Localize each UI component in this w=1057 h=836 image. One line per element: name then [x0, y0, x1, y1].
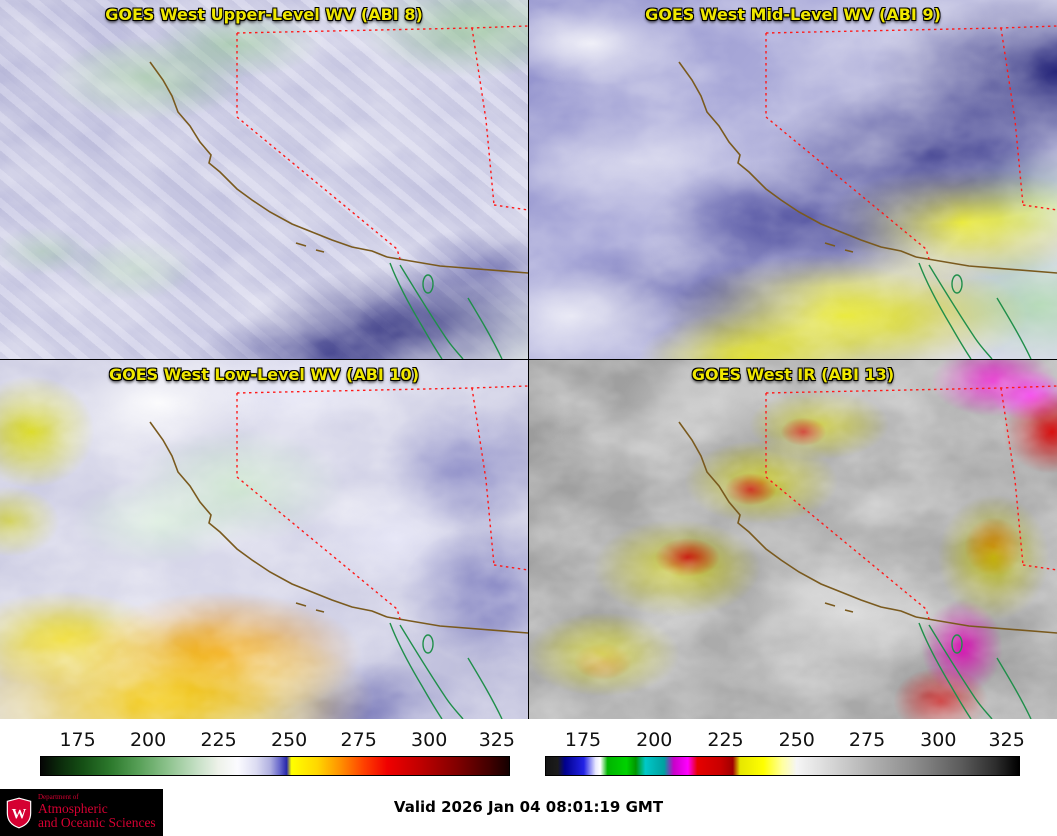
map-overlay: [678, 385, 1057, 719]
satellite-panel-grid: GOES West Upper-Level WV (ABI 8) GOES We…: [0, 0, 1057, 719]
colorbar-ir: 175 200 225 250 275 300 325: [545, 729, 1025, 776]
colorbar-ir-tick-labels: 175 200 225 250 275 300 325: [545, 729, 1025, 753]
tick-label: 250: [270, 729, 308, 751]
tick-label: 300: [920, 729, 957, 751]
panel-title-upper-wv: GOES West Upper-Level WV (ABI 8): [105, 5, 423, 24]
colorbar-wv-tick-labels: 175 200 225 250 275 300 325: [40, 729, 515, 753]
cloud-texture: [529, 360, 1057, 719]
panel-title-ir: GOES West IR (ABI 13): [691, 365, 895, 384]
logo-department-line: Department of: [38, 793, 79, 802]
crest-letter: W: [12, 806, 27, 822]
tick-label: 225: [200, 729, 237, 751]
uw-aos-logo: W Department of Atmospheric and Oceanic …: [0, 789, 163, 836]
tick-label: 325: [988, 729, 1025, 751]
map-overlay: [678, 25, 1057, 359]
tick-label: 325: [478, 729, 515, 751]
map-overlay: [149, 385, 528, 719]
map-overlay: [149, 25, 528, 359]
valid-time-label: Valid 2026 Jan 04 08:01:19 GMT: [393, 798, 664, 816]
tick-label: 175: [59, 729, 96, 751]
logo-line-oceanic: and Oceanic Sciences: [38, 815, 156, 831]
footer: W Department of Atmospheric and Oceanic …: [0, 785, 1057, 836]
cloud-texture: [0, 0, 528, 359]
tick-label: 200: [636, 729, 673, 751]
tick-label: 200: [129, 729, 167, 751]
tick-label: 175: [564, 729, 602, 751]
uw-crest-icon: W: [6, 797, 32, 828]
tick-label: 275: [848, 729, 886, 751]
logo-text: Department of Atmospheric and Oceanic Sc…: [38, 794, 156, 831]
tick-label: 275: [340, 729, 377, 751]
colorbar-ir-gradient: [545, 756, 1020, 776]
panel-mid-level-wv: GOES West Mid-Level WV (ABI 9): [529, 0, 1057, 359]
panel-title-low-wv: GOES West Low-Level WV (ABI 10): [108, 365, 419, 384]
panel-ir: GOES West IR (ABI 13): [529, 360, 1057, 719]
tick-label: 300: [411, 729, 448, 751]
cloud-texture: [0, 360, 528, 719]
cloud-texture: [529, 0, 1057, 359]
tick-label: 250: [778, 729, 815, 751]
panel-title-mid-wv: GOES West Mid-Level WV (ABI 9): [645, 5, 941, 24]
panel-low-level-wv: GOES West Low-Level WV (ABI 10): [0, 360, 528, 719]
colorbar-water-vapor: 175 200 225 250 275 300 325: [40, 729, 515, 776]
panel-upper-level-wv: GOES West Upper-Level WV (ABI 8): [0, 0, 528, 359]
colorbar-row: 175 200 225 250 275 300 325 175 200 225 …: [0, 719, 1057, 785]
tick-label: 225: [707, 729, 744, 751]
colorbar-wv-gradient: [40, 756, 510, 776]
logo-line-atmospheric: Atmospheric: [38, 800, 108, 816]
